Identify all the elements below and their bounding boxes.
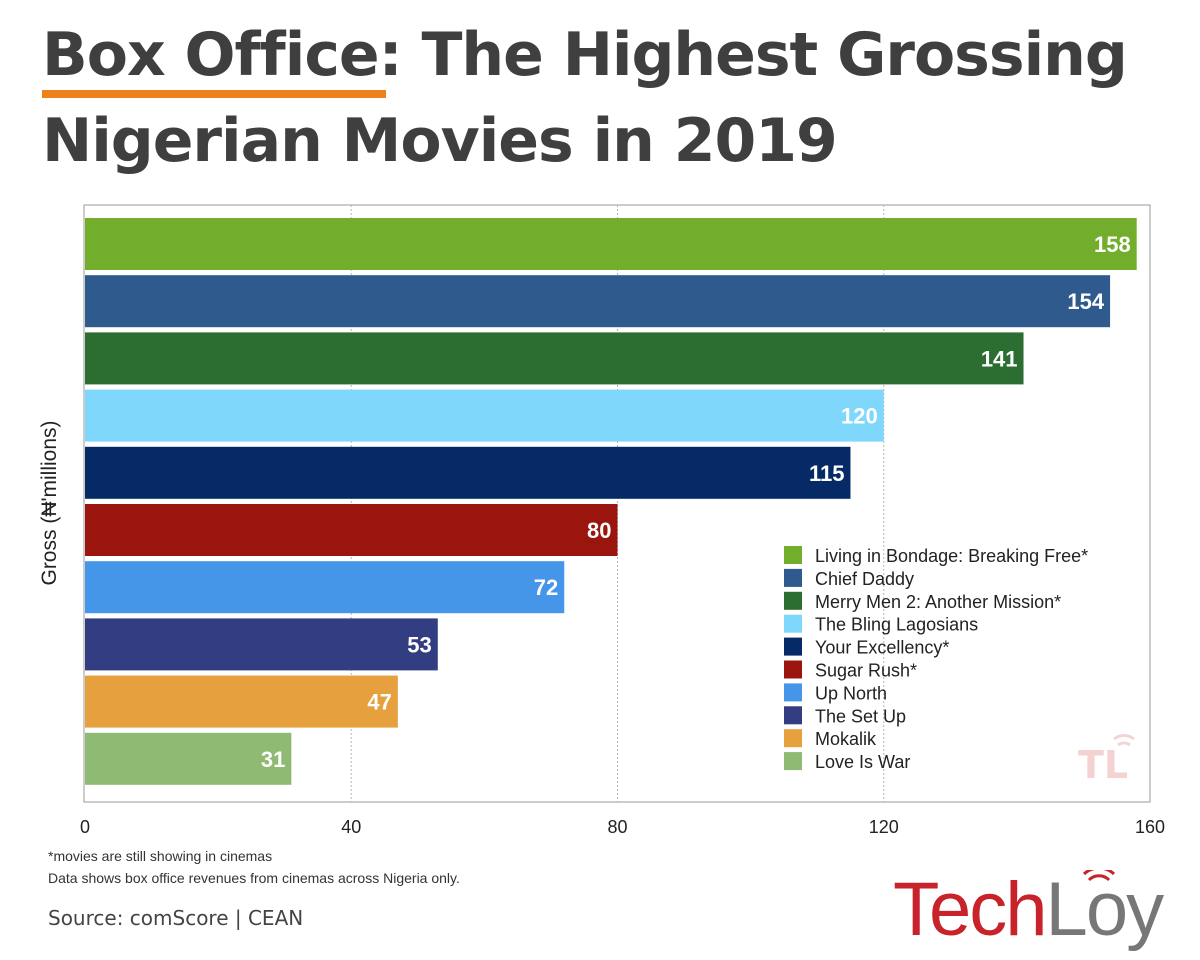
legend-label: Living in Bondage: Breaking Free* bbox=[815, 546, 1088, 566]
techloy-logo: TechLoy bbox=[893, 870, 1163, 950]
source-credit: Source: comScore | CEAN bbox=[48, 906, 303, 930]
legend-label: Your Excellency* bbox=[815, 638, 949, 658]
legend-swatch bbox=[784, 569, 802, 587]
bar bbox=[85, 618, 438, 670]
bar bbox=[85, 332, 1024, 384]
bar-value-label: 115 bbox=[809, 461, 845, 486]
legend-swatch bbox=[784, 706, 802, 724]
bar-value-label: 141 bbox=[981, 346, 1018, 371]
x-tick-label: 40 bbox=[341, 817, 361, 837]
legend-swatch bbox=[784, 729, 802, 747]
footnote-data-scope: Data shows box office revenues from cine… bbox=[48, 870, 460, 886]
legend-label: The Set Up bbox=[815, 706, 906, 726]
x-tick-label: 0 bbox=[80, 817, 90, 837]
bar bbox=[85, 447, 850, 499]
y-axis-title: Gross (₦'millions) bbox=[38, 420, 61, 585]
bar-value-label: 120 bbox=[841, 404, 878, 429]
bar-value-label: 154 bbox=[1067, 289, 1104, 314]
bar bbox=[85, 561, 564, 613]
bar bbox=[85, 504, 618, 556]
legend-label: Love Is War bbox=[815, 752, 910, 772]
bar bbox=[85, 390, 884, 442]
legend-swatch bbox=[784, 638, 802, 656]
legend-label: Chief Daddy bbox=[815, 569, 914, 589]
legend-label: Mokalik bbox=[815, 729, 877, 749]
brand-signal-icon bbox=[893, 870, 1163, 950]
legend-swatch bbox=[784, 683, 802, 701]
bar-value-label: 53 bbox=[407, 632, 431, 657]
bar-value-label: 80 bbox=[587, 518, 611, 543]
legend-label: Up North bbox=[815, 683, 887, 703]
bar-value-label: 31 bbox=[261, 747, 285, 772]
x-tick-label: 120 bbox=[869, 817, 899, 837]
legend-label: The Bling Lagosians bbox=[815, 615, 978, 635]
brand-signal-arc-outer bbox=[1084, 870, 1114, 874]
bar-value-label: 47 bbox=[367, 690, 391, 715]
legend-swatch bbox=[784, 615, 802, 633]
bar bbox=[85, 218, 1137, 270]
watermark-logo: TL bbox=[1078, 735, 1134, 787]
x-tick-label: 160 bbox=[1135, 817, 1165, 837]
x-tick-label: 80 bbox=[607, 817, 627, 837]
brand-signal-arc-inner bbox=[1089, 876, 1109, 880]
legend-swatch bbox=[784, 661, 802, 679]
bar bbox=[85, 676, 398, 728]
legend-label: Sugar Rush* bbox=[815, 661, 917, 681]
footnote-still-showing: *movies are still showing in cinemas bbox=[48, 848, 272, 864]
watermark-text: TL bbox=[1078, 743, 1128, 787]
bar-value-label: 72 bbox=[534, 575, 558, 600]
bar bbox=[85, 275, 1110, 327]
legend-swatch bbox=[784, 752, 802, 770]
x-axis-ticks: 0 40 80 120 160 bbox=[80, 817, 1165, 837]
legend-swatch bbox=[784, 592, 802, 610]
legend-label: Merry Men 2: Another Mission* bbox=[815, 592, 1061, 612]
bar-value-label: 158 bbox=[1094, 232, 1131, 257]
legend-swatch bbox=[784, 546, 802, 564]
